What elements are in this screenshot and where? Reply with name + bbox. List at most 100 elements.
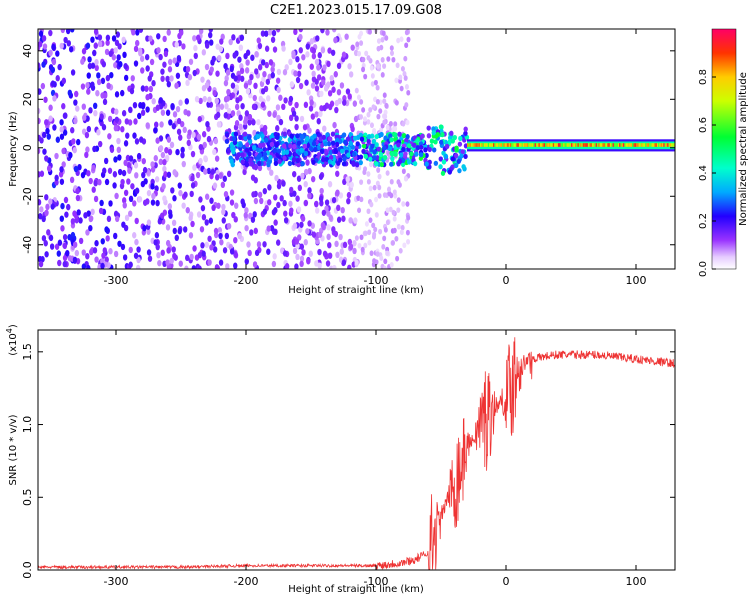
spectrum-cell xyxy=(638,143,641,147)
spectrum-cell xyxy=(359,99,364,105)
spectrum-cell xyxy=(242,131,248,137)
spectrum-cell xyxy=(294,263,299,269)
spectrum-cell xyxy=(346,152,351,158)
spectrum-cell xyxy=(502,143,504,147)
spectrum-cell xyxy=(339,248,344,255)
spectrum-cell xyxy=(336,216,342,223)
spectrum-cell xyxy=(379,131,384,138)
snr-x-tick-label: -100 xyxy=(364,575,389,588)
spectrum-cell xyxy=(57,239,63,246)
spectrum-cell xyxy=(172,111,178,118)
spectrum-cell xyxy=(74,90,79,98)
spectrum-cell xyxy=(136,246,141,253)
spectrum-cell xyxy=(206,101,211,108)
spectrum-cell xyxy=(62,129,68,136)
spectrum-cell xyxy=(317,52,322,59)
spectrum-cell xyxy=(212,182,218,189)
spectrum-cell xyxy=(512,143,514,147)
spectrum-cell xyxy=(248,212,253,220)
spectrum-cell xyxy=(311,231,317,238)
spectrum-cell xyxy=(268,59,274,66)
spectrum-cell xyxy=(406,143,412,149)
spectrum-cell xyxy=(203,168,208,175)
spectrum-cell xyxy=(272,111,277,118)
spectrum-cell xyxy=(222,175,227,182)
spectrum-cell xyxy=(435,131,441,138)
spectrum-cell xyxy=(382,63,387,69)
spectrum-cell xyxy=(347,63,352,70)
spectrum-cell xyxy=(303,150,309,157)
spectrum-cell xyxy=(103,92,108,99)
spectrum-cell xyxy=(225,69,231,76)
spectrum-cell xyxy=(371,104,376,110)
spectrum-cell xyxy=(231,136,237,142)
spectrum-cell xyxy=(336,88,342,96)
spectrum-cell xyxy=(287,160,293,167)
spectrum-cell xyxy=(392,189,397,195)
spectrum-cell xyxy=(100,238,105,245)
spectrum-cell xyxy=(352,247,357,255)
spectrum-cell xyxy=(251,119,256,126)
spectrum-cell xyxy=(140,109,146,116)
spectrum-cell xyxy=(130,75,135,82)
spectrum-cell xyxy=(80,171,86,179)
spectrum-cell xyxy=(489,143,491,147)
spectrum-cell xyxy=(263,155,268,161)
spectrum-cell xyxy=(169,75,174,82)
spectrum-cell xyxy=(628,143,630,147)
spectrum-frame xyxy=(37,28,676,270)
spectrum-cell xyxy=(154,121,159,128)
spectrum-cell xyxy=(98,140,103,148)
spectrum-cell xyxy=(38,171,41,178)
spectrum-cell xyxy=(317,262,322,269)
spectrum-cell xyxy=(483,143,486,147)
spectrum-cell xyxy=(121,197,127,204)
spectrum-cell xyxy=(292,143,297,150)
spectrum-cell xyxy=(299,115,305,123)
spectrum-cell xyxy=(404,29,409,36)
spectrum-y-tick-label: 40 xyxy=(21,44,34,58)
spectrum-cell xyxy=(108,248,113,255)
spectrum-cell xyxy=(253,82,258,90)
spectrum-cell xyxy=(105,34,111,41)
spectrum-cell xyxy=(368,161,373,168)
spectrum-cell xyxy=(166,247,171,254)
spectrum-cell xyxy=(166,171,172,178)
spectrum-cell xyxy=(111,54,117,61)
spectrum-cell xyxy=(519,143,521,147)
spectrum-cell xyxy=(294,123,299,131)
spectrum-cell xyxy=(534,143,537,147)
spectrum-cell xyxy=(273,219,278,226)
spectrum-cell xyxy=(153,239,158,246)
spectrum-cell xyxy=(195,34,201,41)
spectrum-cell xyxy=(155,243,160,251)
spectrum-cell xyxy=(66,203,71,211)
spectrum-cell xyxy=(370,143,375,149)
spectrum-cell xyxy=(136,152,142,160)
spectrum-cell xyxy=(611,143,613,147)
spectrum-cell xyxy=(381,30,386,37)
spectrum-cell xyxy=(334,99,340,107)
spectrum-cell xyxy=(299,221,304,228)
spectrum-cell xyxy=(45,203,50,211)
spectrum-cell xyxy=(181,202,186,209)
spectrum-cell xyxy=(323,148,328,154)
spectrum-cell xyxy=(305,228,310,235)
spectrum-cell xyxy=(335,251,340,259)
spectrum-cell xyxy=(307,167,312,175)
spectrum-cell xyxy=(50,80,56,87)
spectrum-cell xyxy=(167,203,173,210)
spectrum-cell xyxy=(182,126,187,134)
spectrum-cell xyxy=(405,229,410,236)
spectrum-cell xyxy=(89,248,94,256)
spectrum-cell xyxy=(454,153,459,159)
spectrum-cell xyxy=(400,224,405,231)
spectrum-cell xyxy=(62,260,67,268)
spectrum-cell xyxy=(358,154,364,160)
spectrum-cell xyxy=(267,184,272,191)
spectrum-cell xyxy=(403,75,408,81)
spectrum-cell xyxy=(229,146,235,152)
spectrum-cell xyxy=(151,98,156,105)
spectrum-cell xyxy=(454,145,459,151)
